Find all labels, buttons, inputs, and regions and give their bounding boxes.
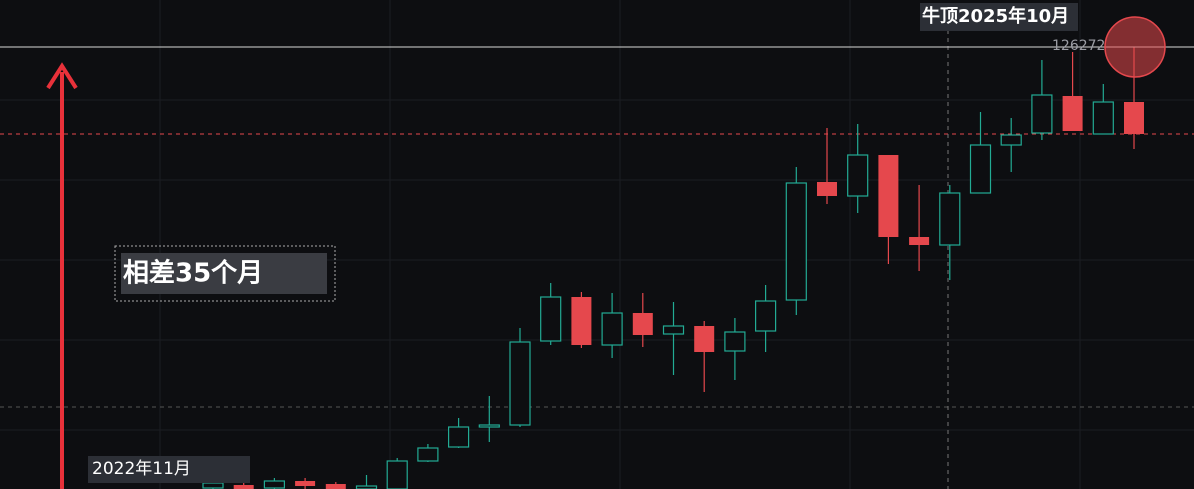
candle-body (509, 341, 531, 426)
candle-body (202, 482, 224, 489)
annotation: 牛顶2025年10月 (922, 5, 1069, 27)
candle-body (571, 297, 592, 345)
candle-body (1124, 102, 1144, 134)
candle-body (263, 480, 285, 489)
candle-body (694, 326, 715, 352)
annotation-bg (88, 456, 250, 483)
candle-body (1062, 96, 1083, 131)
candle-body (939, 192, 961, 246)
candles (202, 47, 1144, 489)
candle-body (847, 154, 869, 197)
candle-body (662, 325, 685, 335)
candle-body (817, 182, 837, 196)
candle-body (325, 484, 346, 489)
price-label: 126272 (1052, 38, 1105, 54)
candle-body (417, 447, 439, 462)
candle-body (969, 144, 992, 194)
annotation-frame (114, 245, 336, 302)
candle-body (386, 460, 408, 489)
candle-body (601, 312, 623, 346)
annotation-bg (121, 253, 327, 294)
candle-body (909, 237, 930, 245)
candle-body (785, 182, 807, 301)
candle-body (478, 424, 500, 428)
candle-body (878, 155, 899, 237)
candle-body (233, 485, 254, 489)
candle-body (632, 313, 653, 335)
candle-body (754, 300, 777, 332)
annotation: 相差35个月 (123, 258, 263, 289)
candle-body (724, 331, 746, 352)
candle-body (1000, 134, 1022, 146)
candle-body (448, 426, 470, 448)
candle-body (540, 296, 562, 342)
candle-body (1031, 94, 1053, 134)
price-marker: 126272 (0, 16, 1194, 78)
annotation: 2022年11月 (92, 459, 191, 479)
candle-body (1092, 101, 1114, 135)
highlight-circle (1104, 16, 1166, 78)
candle-body (355, 485, 378, 489)
annotation-bg (920, 3, 1078, 31)
candle-body (295, 481, 316, 486)
arrow-head (46, 62, 78, 90)
